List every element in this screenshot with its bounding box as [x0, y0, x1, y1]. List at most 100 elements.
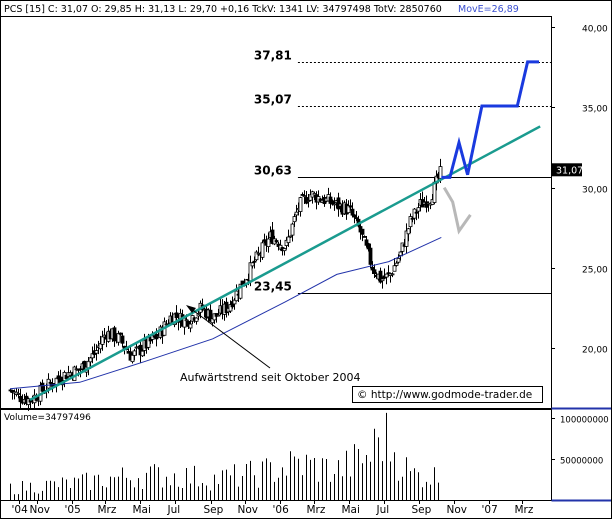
candle-body [194, 317, 199, 322]
x-tick-label: Mrz [515, 504, 534, 516]
candle-body [140, 350, 145, 357]
candle-body [252, 260, 257, 263]
candle [260, 240, 265, 260]
x-tick-label: Nov [30, 504, 51, 516]
annotation-arrowhead [186, 305, 196, 313]
x-tick-label: Mai [342, 504, 360, 516]
candle [232, 298, 237, 310]
x-tick-label: Nov [447, 504, 468, 516]
candle-body [274, 240, 279, 243]
x-tick-label: '05 [65, 504, 81, 516]
candle [224, 297, 229, 318]
candle-body [396, 257, 401, 263]
x-tick-label: Nov [238, 504, 259, 516]
price-tick-label: 35,00 [582, 105, 608, 115]
candle-body [350, 208, 355, 216]
watermark-text: © http://www.godmode-trader.de [357, 389, 532, 401]
candle [290, 222, 295, 242]
candle-body [394, 262, 399, 266]
forecast-paths [441, 60, 539, 235]
candle-body [40, 382, 45, 392]
horizontal-levels: 37,81 35,07 30,63 23,45 [254, 49, 551, 294]
candle [350, 202, 355, 218]
candle-body [208, 309, 213, 322]
candle [392, 257, 397, 272]
x-tick-label: Jul [376, 504, 390, 516]
candle [266, 232, 271, 253]
candle-body [120, 335, 125, 344]
candle-body [18, 395, 23, 403]
x-tick-label: '04 [12, 504, 29, 516]
x-tick-label: Mai [133, 504, 151, 516]
x-tick-label: Mrz [98, 504, 117, 516]
x-tick-label: Sep [412, 504, 432, 516]
candle-body [286, 236, 291, 244]
moving-average-line [9, 236, 442, 390]
last-price-label: 31,07 [556, 165, 583, 176]
volume-tick-label: 100000000 [560, 416, 609, 426]
candle [274, 238, 279, 244]
candle-body [260, 242, 265, 258]
price-axis: 20,00 25,00 30,00 35,00 40,00 [551, 25, 608, 356]
candle [378, 267, 383, 284]
level-label-2: 30,63 [254, 164, 292, 178]
candle-body [292, 216, 297, 223]
candle-body [224, 301, 229, 314]
candle-body [132, 350, 137, 356]
candle-body [372, 269, 377, 274]
candle-body [392, 265, 397, 272]
x-axis: '04 Nov '05 Mrz Mai Jul Sep Nov '06 Mrz Mai Jul Sep N… [12, 500, 534, 516]
candle-body [16, 393, 21, 395]
annotation-arrow [189, 307, 271, 369]
moving-average-layer [9, 236, 442, 390]
candle-body [432, 181, 437, 203]
price-tick-label: 40,00 [582, 25, 608, 35]
candle-body [348, 205, 353, 208]
candle-body [288, 235, 293, 238]
candle-body [362, 236, 367, 238]
candle-body [352, 214, 357, 218]
candle-body [368, 247, 373, 265]
x-tick-label: Jul [167, 504, 181, 516]
candle-body [184, 319, 189, 322]
watermark-box [352, 386, 543, 403]
last-price-box [552, 163, 582, 177]
move-legend: MovE=26,89 [458, 4, 519, 15]
candle-body [380, 278, 385, 282]
candle-body [94, 350, 99, 354]
candle-body [294, 211, 299, 216]
candle [208, 304, 213, 322]
x-tick-label: '07 [482, 504, 498, 516]
candle-body [266, 238, 271, 247]
volume-tick-label: 50000000 [560, 457, 603, 467]
level-label-0: 37,81 [254, 49, 292, 63]
x-tick-label: Sep [204, 504, 224, 516]
x-tick-label: '06 [273, 504, 290, 516]
candle-body [234, 290, 239, 302]
candle-body [130, 354, 135, 363]
candle [120, 332, 125, 348]
volume-panel-frame [0, 409, 552, 501]
candle-body [378, 270, 383, 283]
candle-body [250, 262, 255, 267]
chart-header-info: PCS [15] C: 31,07 O: 29,85 H: 31,13 L: 2… [4, 4, 442, 15]
candle-body [238, 283, 243, 299]
candle [72, 365, 77, 381]
candle [188, 320, 193, 333]
candle [368, 243, 373, 269]
bearish-forecast-path [442, 186, 472, 235]
candle-body [116, 333, 121, 343]
candle-body [438, 166, 443, 179]
uptrend-line [29, 125, 541, 402]
candle-body [416, 207, 421, 212]
candle-body [354, 217, 359, 220]
level-label-1: 35,07 [254, 93, 292, 107]
price-tick-label: 25,00 [582, 266, 608, 276]
candle [116, 330, 121, 346]
candle-body [216, 314, 221, 317]
candle-body [364, 239, 369, 246]
candle-body [88, 357, 93, 363]
candle [252, 256, 257, 269]
